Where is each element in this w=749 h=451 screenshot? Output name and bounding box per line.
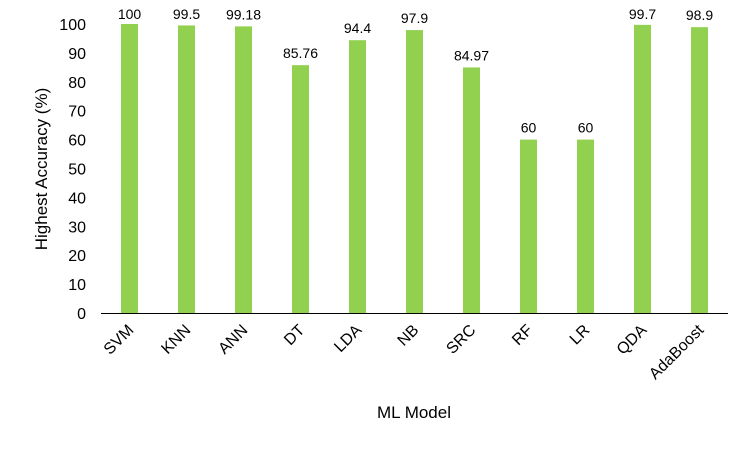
bar xyxy=(235,26,252,313)
y-tick-label: 80 xyxy=(68,75,86,92)
bar xyxy=(520,139,537,313)
x-tick-label: SVM xyxy=(101,322,138,359)
y-tick-label: 0 xyxy=(77,306,86,323)
bar xyxy=(292,65,309,314)
bar-data-label: 84.97 xyxy=(454,47,489,63)
bar-data-label: 99.18 xyxy=(226,6,261,22)
y-axis-title: Highest Accuracy (%) xyxy=(32,88,51,251)
bar xyxy=(463,67,480,313)
x-tick-label: SRC xyxy=(443,322,479,358)
y-tick-label: 10 xyxy=(68,277,86,294)
y-tick-label: 90 xyxy=(68,46,86,63)
data-labels: 100 99.5 99.18 85.76 94.4 97.9 84.97 60 60 99.7 98… xyxy=(118,6,714,136)
y-tick-label: 100 xyxy=(59,17,86,34)
bar-data-label: 99.7 xyxy=(629,6,656,22)
bar xyxy=(634,24,651,313)
x-tick-label: LDA xyxy=(331,322,365,356)
x-tick-label: RF xyxy=(509,322,536,349)
y-tick-label: 40 xyxy=(68,190,86,207)
y-axis-ticks: 0 10 20 30 40 50 60 70 80 90 100 xyxy=(59,17,86,323)
y-tick-label: 60 xyxy=(68,133,86,150)
y-tick-label: 30 xyxy=(68,219,86,236)
bar xyxy=(121,24,138,313)
bar-data-label: 85.76 xyxy=(283,45,318,61)
x-axis-title: ML Model xyxy=(377,403,451,422)
bar-data-label: 94.4 xyxy=(344,20,371,36)
bar-data-label: 60 xyxy=(578,120,594,136)
bar-data-label: 100 xyxy=(118,6,142,22)
bar xyxy=(178,25,195,313)
y-tick-label: 50 xyxy=(68,162,86,179)
x-tick-label: NB xyxy=(395,322,423,350)
bar-data-label: 97.9 xyxy=(401,10,428,26)
x-tick-label: AdaBoost xyxy=(646,321,707,382)
bar xyxy=(349,40,366,314)
y-tick-label: 20 xyxy=(68,248,86,265)
bar-data-label: 99.5 xyxy=(173,6,200,22)
y-tick-label: 70 xyxy=(68,104,86,121)
bar-data-label: 60 xyxy=(521,120,537,136)
bar xyxy=(691,27,708,314)
x-tick-label: KNN xyxy=(158,322,194,358)
bar xyxy=(406,30,423,313)
x-tick-label: ANN xyxy=(215,322,251,358)
x-tick-label: DT xyxy=(281,322,308,349)
x-tick-label: QDA xyxy=(614,322,651,359)
x-tick-label: LR xyxy=(567,322,593,348)
bar xyxy=(577,139,594,313)
bars xyxy=(121,24,708,314)
bar-data-label: 98.9 xyxy=(686,7,713,23)
